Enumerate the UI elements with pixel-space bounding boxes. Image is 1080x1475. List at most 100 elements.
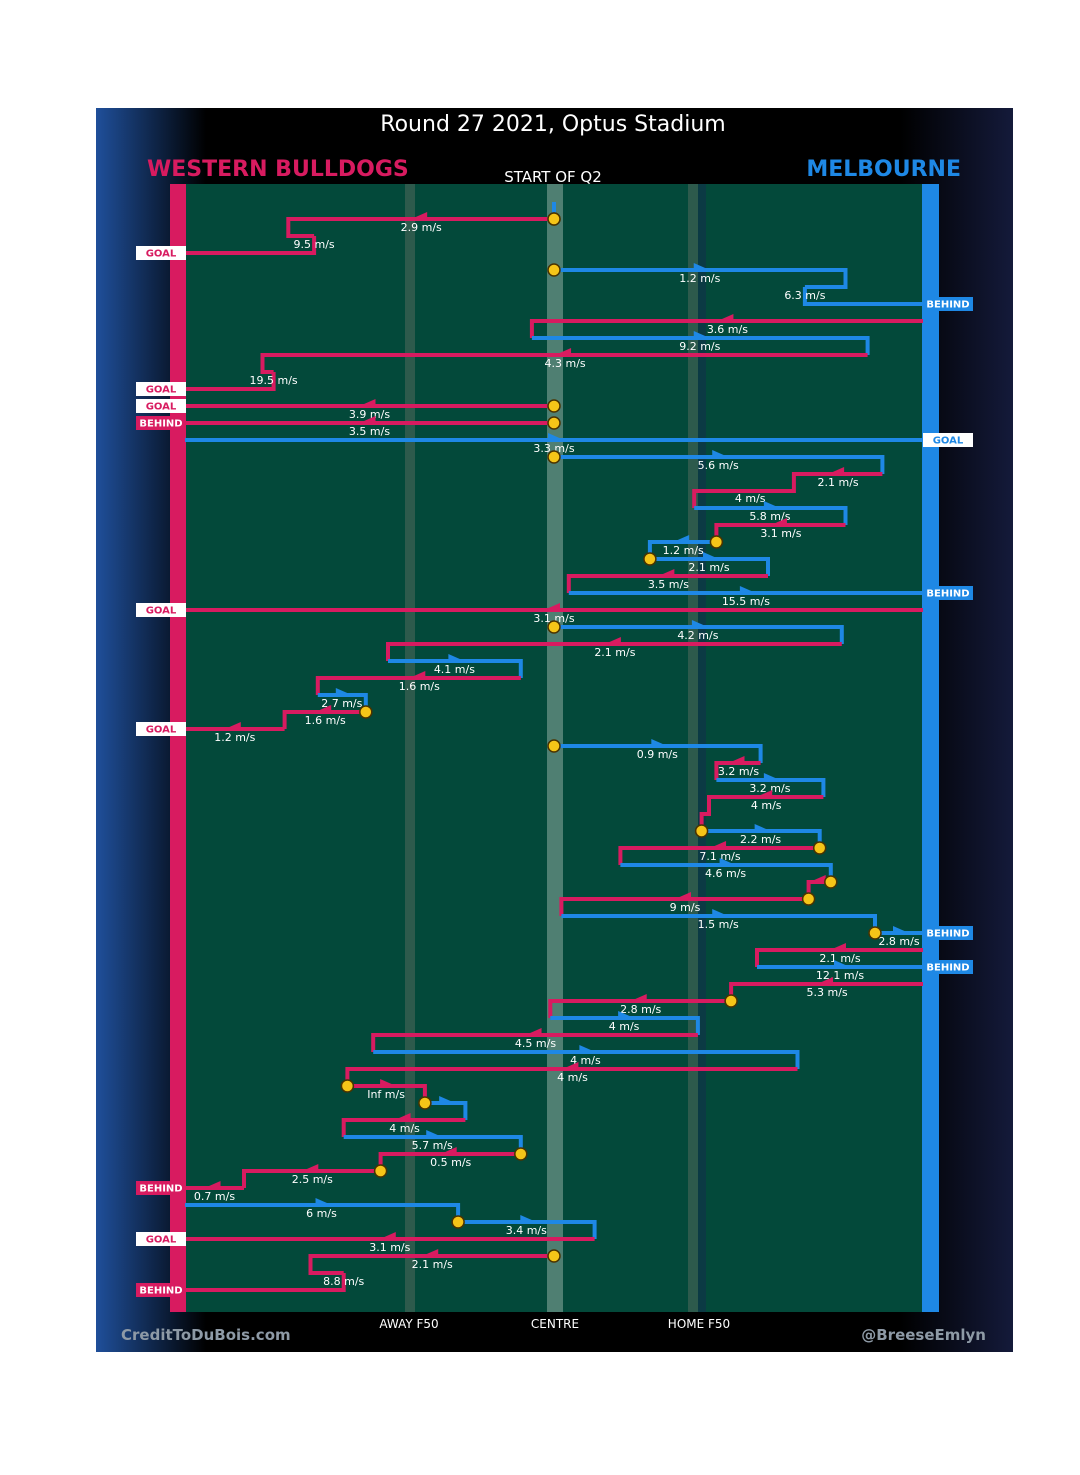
end-tag-label-11: GOAL: [933, 436, 964, 447]
end-tag-label-2: GOAL: [146, 249, 177, 260]
speed-label-17: 1.2 m/s: [663, 544, 704, 557]
chain-path-46: [373, 1050, 800, 1069]
speed-label-34: 7.1 m/s: [699, 850, 740, 863]
speed-label-6: 9.2 m/s: [679, 340, 720, 353]
chain-arrow-30: [728, 756, 745, 764]
speed-label-50: 4 m/s: [389, 1122, 420, 1135]
speed-label-8: 19.5 m/s: [250, 374, 298, 387]
speed-label-56: 3.4 m/s: [506, 1224, 547, 1237]
chain-arrow-6: [693, 331, 710, 339]
speed-label-22: 4.2 m/s: [677, 629, 718, 642]
stoppage-marker-12: [547, 450, 561, 464]
speed-label-41: 12.1 m/s: [816, 969, 864, 982]
end-tag-box-21: [136, 603, 186, 617]
end-tag-label-8: GOAL: [146, 385, 177, 396]
speed-label-26: 2.7 m/s: [321, 697, 362, 710]
speed-label-55: 6 m/s: [306, 1207, 337, 1220]
chain-path-24: [388, 659, 523, 678]
chain-path-23: [386, 642, 842, 661]
end-tag-label-54: BEHIND: [139, 1184, 182, 1195]
chain-arrow-33: [754, 824, 771, 832]
speed-label-58: 2.1 m/s: [412, 1258, 453, 1271]
chain-path-19: [566, 574, 768, 593]
chart-title: Round 27 2021, Optus Stadium: [380, 112, 725, 137]
stoppage-marker-17: [709, 535, 724, 549]
chain-path-43: [548, 999, 732, 1018]
chain-arrow-16: [770, 518, 787, 526]
speed-label-35: 4.6 m/s: [705, 867, 746, 880]
stoppage-marker-39: [868, 926, 882, 940]
chain-arrow-24: [448, 654, 465, 662]
speed-label-43: 2.8 m/s: [620, 1003, 661, 1016]
speed-label-20: 15.5 m/s: [722, 595, 770, 608]
chain-path-18: [649, 557, 770, 576]
stoppage-marker-37: [801, 892, 816, 906]
end-tag-label-9: GOAL: [146, 402, 177, 413]
speed-label-12: 5.6 m/s: [698, 459, 739, 472]
chain-arrow-32: [756, 790, 773, 798]
speed-label-52: 0.5 m/s: [430, 1156, 471, 1169]
speed-label-2: 9.5 m/s: [294, 238, 335, 251]
axis-label-home-f50: HOME F50: [668, 1317, 730, 1331]
end-tag-label-28: GOAL: [146, 725, 177, 736]
chain-path-45: [371, 1033, 698, 1052]
end-tag-box-57: [136, 1232, 186, 1246]
end-tag-label-21: GOAL: [146, 606, 177, 617]
chain-path-53: [242, 1169, 381, 1188]
chain-path-59: [185, 1273, 346, 1292]
chain-arrow-41: [833, 960, 850, 968]
speed-label-23: 2.1 m/s: [594, 646, 635, 659]
chain-arrow-3: [693, 263, 710, 271]
chain-path-6: [531, 336, 870, 355]
end-tag-label-59: BEHIND: [139, 1286, 182, 1297]
chain-arrow-52: [440, 1147, 457, 1155]
chain-arrow-44: [618, 1011, 635, 1019]
speed-label-44: 4 m/s: [609, 1020, 640, 1033]
chain-path-49: [424, 1101, 468, 1120]
chain-arrow-25: [409, 671, 426, 679]
end-tag-box-20: [923, 586, 973, 600]
speed-label-54: 0.7 m/s: [194, 1190, 235, 1203]
end-tag-box-10: [136, 416, 186, 430]
chain-arrow-26: [335, 688, 352, 696]
stoppage-marker-10: [547, 416, 561, 430]
speed-label-45: 4.5 m/s: [515, 1037, 556, 1050]
chain-path-34: [618, 846, 820, 865]
credit-left: CreditToDuBois.com: [121, 1326, 291, 1344]
end-tag-box-54: [136, 1181, 186, 1195]
stoppage-marker-53: [373, 1164, 388, 1178]
end-tag-label-39: BEHIND: [926, 929, 969, 940]
speed-label-9: 3.9 m/s: [349, 408, 390, 421]
chain-arrow-5: [717, 314, 734, 322]
end-tag-box-28: [136, 722, 186, 736]
stoppage-marker-9: [547, 399, 561, 413]
speed-label-28: 1.2 m/s: [214, 731, 255, 744]
speed-label-29: 0.9 m/s: [637, 748, 678, 761]
chain-path-8: [185, 372, 276, 391]
chain-arrow-43: [630, 994, 647, 1002]
speed-label-24: 4.1 m/s: [434, 663, 475, 676]
chain-arrow-40: [829, 943, 846, 951]
speed-label-15: 5.8 m/s: [749, 510, 790, 523]
stoppage-marker-18: [643, 552, 657, 566]
chain-arrow-53: [302, 1164, 319, 1172]
chain-arrow-35: [719, 858, 736, 866]
chain-path-29: [554, 744, 763, 763]
chain-arrow-38: [712, 909, 729, 917]
chain-path-27: [282, 710, 366, 729]
speed-label-31: 3.2 m/s: [749, 782, 790, 795]
end-tag-label-20: BEHIND: [926, 589, 969, 600]
end-tag-box-8: [136, 382, 186, 396]
stoppage-marker-27: [359, 705, 373, 719]
chain-arrow-51: [426, 1130, 443, 1138]
chain-arrow-47: [562, 1062, 579, 1070]
end-tag-box-2: [136, 246, 186, 260]
right-team-name: MELBOURNE: [806, 157, 961, 182]
chain-arrow-49: [439, 1096, 456, 1104]
end-tag-label-4: BEHIND: [926, 300, 969, 311]
speed-label-53: 2.5 m/s: [292, 1173, 333, 1186]
chain-arrow-10: [359, 416, 376, 424]
chain-arrow-21: [544, 603, 560, 611]
chain-arrow-58: [422, 1249, 439, 1257]
chain-path-37: [559, 897, 809, 916]
